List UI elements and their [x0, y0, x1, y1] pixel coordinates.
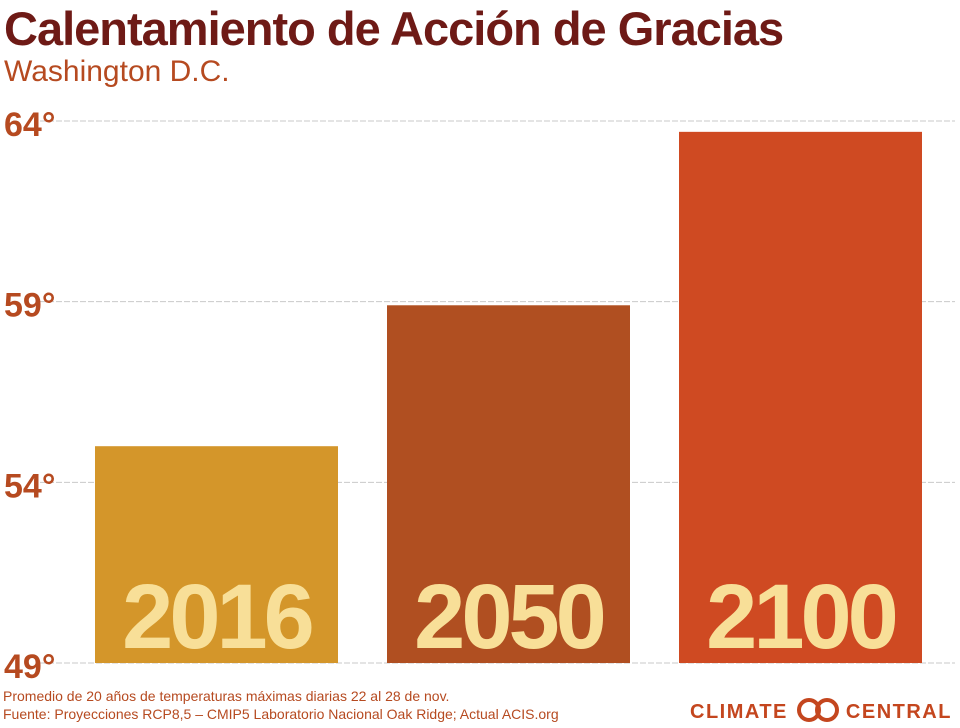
chart-title: Calentamiento de Acción de Gracias	[4, 2, 784, 55]
logo-text-central: CENTRAL	[845, 700, 952, 723]
bars: 2016 2050 2100	[95, 131, 922, 668]
y-tick-label: 64°	[4, 106, 55, 144]
bar-2050	[387, 305, 630, 663]
bar-label-2050: 2050	[414, 566, 603, 668]
logo-text-climate: CLIMATE	[690, 700, 788, 723]
y-axis-ticks: 49° 54° 59° 64°	[4, 106, 55, 686]
interlocking-rings-icon	[794, 697, 842, 728]
y-tick-label: 49°	[4, 648, 55, 686]
bar-2016	[95, 446, 338, 663]
y-tick-label: 54°	[4, 467, 55, 505]
chart-subtitle: Washington D.C.	[4, 55, 230, 88]
y-tick-label: 59°	[4, 287, 55, 325]
bar-2100	[679, 131, 922, 664]
bar-label-2100: 2100	[706, 566, 895, 668]
bar-chart: 2016 2050 2100 49° 54° 59° 64°	[4, 106, 955, 686]
climate-central-logo: CLIMATE CENTRAL	[690, 697, 952, 727]
footnote-source: Fuente: Proyecciones RCP8,5 – CMIP5 Labo…	[3, 706, 559, 722]
footnote-description: Promedio de 20 años de temperaturas máxi…	[3, 688, 450, 704]
bar-label-2016: 2016	[122, 566, 311, 668]
